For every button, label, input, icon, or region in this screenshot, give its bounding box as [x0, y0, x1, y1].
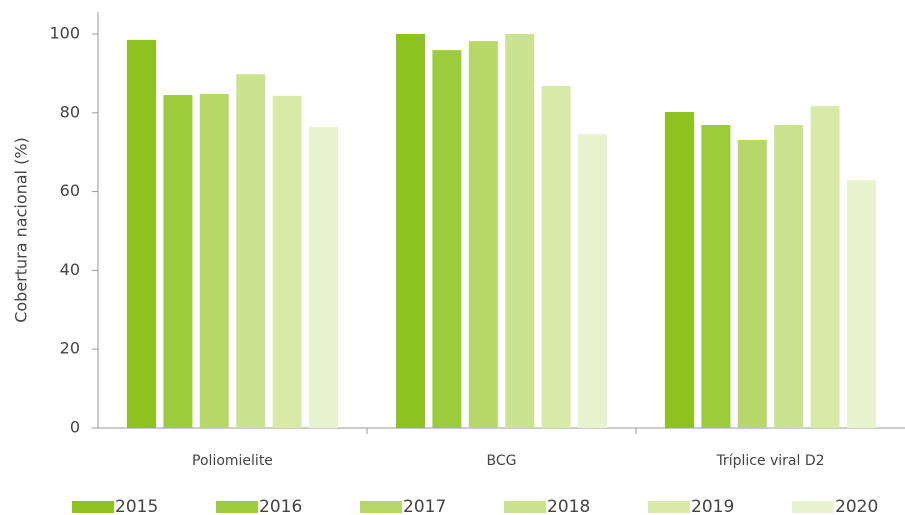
x-tick-label: BCG: [487, 453, 517, 469]
bar: [432, 50, 462, 429]
bar: [578, 134, 607, 429]
y-tick-label: 40: [60, 260, 80, 279]
bar: [163, 95, 193, 428]
bar: [127, 39, 156, 428]
y-axis-label: Cobertura nacional (%): [12, 137, 31, 323]
legend-swatch: [216, 501, 258, 513]
legend-label: 2018: [547, 497, 590, 515]
legend-label: 2016: [259, 497, 302, 515]
bar: [541, 86, 571, 429]
legend-label: 2017: [403, 497, 446, 515]
bar: [665, 112, 694, 429]
bar: [236, 74, 266, 429]
y-tick-label: 80: [60, 102, 80, 121]
legend-swatch: [72, 501, 114, 513]
x-tick-label: Tríplice viral D2: [715, 453, 824, 469]
legend-label: 2020: [835, 497, 878, 515]
bar: [737, 139, 767, 428]
y-tick-label: 60: [60, 181, 80, 200]
legend-swatch: [360, 501, 402, 513]
bar: [199, 93, 229, 428]
bar: [309, 126, 338, 428]
x-tick-label: Poliomielite: [192, 453, 273, 469]
legend-swatch: [792, 501, 834, 513]
legend-label: 2015: [115, 497, 158, 515]
bar: [810, 106, 840, 429]
legend-swatch: [648, 501, 690, 513]
bar: [396, 34, 425, 428]
bar: [468, 41, 498, 428]
bar: [272, 95, 302, 428]
bar: [701, 125, 731, 428]
y-tick-label: 100: [49, 24, 80, 43]
legend-swatch: [504, 501, 546, 513]
legend-label: 2019: [691, 497, 734, 515]
bar: [774, 125, 804, 428]
y-tick-label: 0: [70, 418, 80, 437]
bar: [847, 180, 876, 428]
bar: [505, 34, 535, 428]
y-tick-label: 20: [60, 339, 80, 358]
